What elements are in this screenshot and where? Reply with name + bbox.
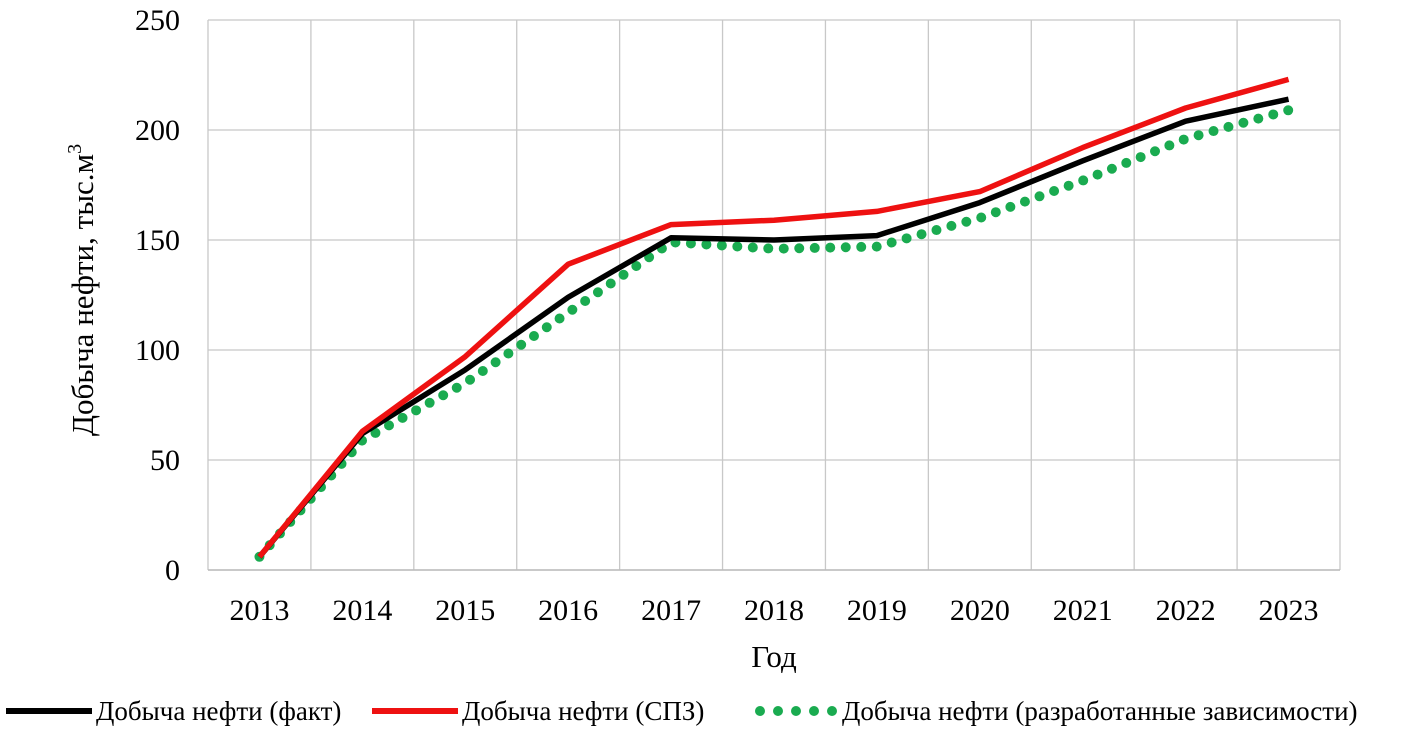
series-1 [257,96,1290,559]
axes: 0 50 100 150 200 250 2013 2014 2015 2016 2017 2018 2… [135,4,1340,627]
x-tick-label: 2022 [1156,594,1216,627]
x-tick-label: 2018 [744,594,804,627]
series-layer [254,76,1294,562]
legend-item-3: Добыча нефти (разработанные зависимости) [755,696,1358,726]
legend-label: Добыча нефти (разработанные зависимости) [842,696,1358,726]
legend-item-1: Добыча нефти (факт) [6,696,341,726]
legend-item-2: Добыча нефти (СПЗ) [372,696,704,726]
x-tick-label: 2014 [332,594,392,627]
y-axis-title-text: Добыча нефти, тыс.м [65,154,100,436]
grid [207,19,1341,571]
data-point [465,383,466,384]
x-tick-label: 2017 [641,594,701,627]
series-line [257,96,1290,559]
legend: Добыча нефти (факт) Добыча нефти (СПЗ) Доб… [6,696,1358,726]
series-3 [254,105,1294,562]
x-axis-title: Год [751,639,797,674]
x-tick-label: 2019 [847,594,907,627]
x-tick-label: 2013 [229,594,289,627]
y-tick-label: 0 [165,554,180,587]
y-axis-title: Добыча нефти, тыс.м3 [64,144,100,436]
series-2 [257,76,1290,559]
y-tick-label: 250 [135,4,180,37]
legend-label: Добыча нефти (СПЗ) [462,696,704,726]
x-tick-label: 2021 [1053,594,1113,627]
series-line [257,76,1290,559]
y-tick-label: 150 [135,224,180,257]
data-point [774,248,775,249]
x-tick-label: 2015 [435,594,495,627]
y-tick-label: 50 [150,444,180,477]
x-tick-label: 2023 [1259,594,1319,627]
x-tick-label: 2020 [950,594,1010,627]
series-line [254,105,1294,562]
legend-label: Добыча нефти (факт) [96,696,341,726]
x-tick-label: 2016 [538,594,598,627]
y-axis-title-superscript: 3 [64,144,86,154]
y-tick-label: 100 [135,334,180,367]
y-tick-label: 200 [135,114,180,147]
